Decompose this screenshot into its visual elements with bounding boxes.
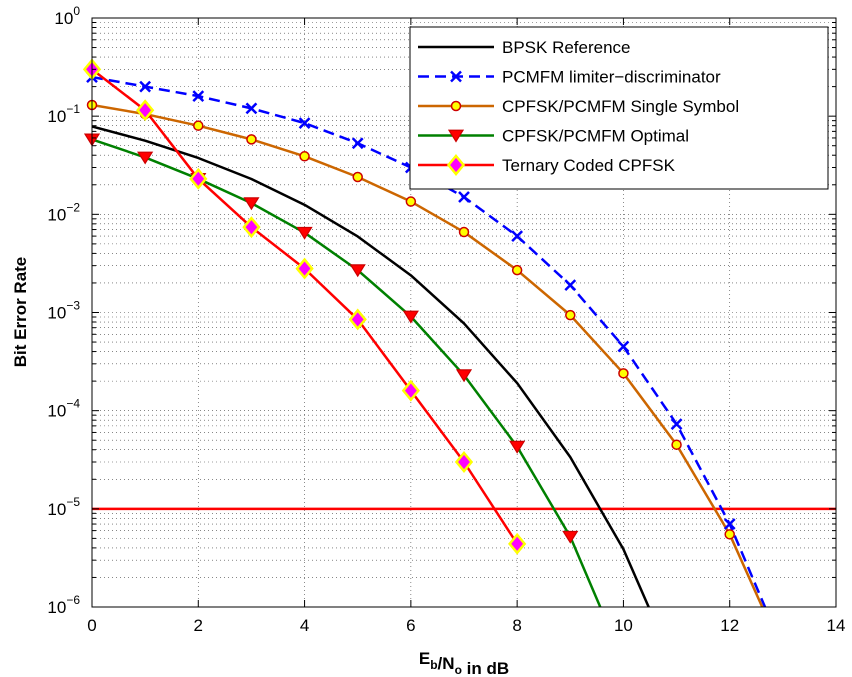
x-tick-label: 10 — [614, 616, 633, 635]
marker-diamond — [189, 167, 208, 190]
x-tick-label: 12 — [720, 616, 739, 635]
marker-circle — [193, 120, 204, 131]
marker-circle — [352, 171, 363, 183]
y-axis-title: Bit Error Rate — [11, 257, 30, 368]
marker-diamond — [454, 451, 474, 473]
marker-triangle-down — [509, 440, 526, 454]
x-tick-label: 0 — [87, 616, 96, 635]
marker-circle — [724, 529, 735, 540]
series-line-2 — [92, 103, 764, 607]
y-tick-label: 10−1 — [47, 102, 80, 126]
y-tick-label: 10−5 — [47, 495, 80, 519]
marker-triangle-down — [243, 197, 260, 211]
series-line-0 — [92, 125, 651, 607]
marker-circle — [458, 226, 470, 238]
marker-circle — [671, 439, 682, 450]
marker-x — [458, 191, 470, 203]
marker-circle — [450, 100, 462, 112]
x-tick-label: 14 — [827, 616, 846, 635]
y-tick-label: 10−2 — [47, 200, 80, 224]
legend-label-4: Ternary Coded CPFSK — [502, 156, 676, 175]
marker-circle — [618, 368, 629, 379]
legend-box — [409, 26, 829, 190]
marker-x — [511, 230, 524, 242]
marker-circle — [299, 151, 310, 162]
x-tick-label: 8 — [512, 616, 521, 635]
marker-x — [564, 279, 577, 292]
marker-diamond — [348, 308, 367, 331]
x-tick-label: 6 — [406, 616, 415, 635]
marker-circle — [246, 134, 257, 145]
legend-label-0: BPSK Reference — [502, 38, 631, 57]
marker-diamond — [136, 99, 155, 122]
marker-triangle-down — [402, 310, 419, 324]
legend-label-1: PCMFM limiter−discriminator — [502, 68, 721, 87]
y-tick-label: 100 — [54, 4, 80, 28]
marker-triangle-down — [296, 226, 313, 240]
y-tick-label: 10−3 — [47, 299, 80, 323]
marker-diamond — [242, 216, 261, 239]
y-tick-label: 10−6 — [47, 593, 80, 617]
marker-circle — [405, 196, 417, 207]
marker-circle — [511, 264, 523, 276]
marker-x — [723, 518, 736, 530]
x-axis-title: Eb/No in dB — [419, 649, 509, 677]
marker-x — [617, 340, 630, 353]
marker-triangle-down — [137, 151, 154, 165]
x-tick-labels: 0 2 4 6 8 10 12 14 — [87, 616, 845, 635]
marker-x — [139, 80, 152, 93]
x-tick-label: 4 — [300, 616, 309, 635]
marker-diamond — [446, 154, 466, 176]
marker-triangle-down — [349, 264, 366, 278]
legend: BPSK Reference PCMFM limiter−discriminato… — [409, 26, 829, 190]
marker-diamond — [401, 379, 420, 402]
marker-triangle-down — [455, 369, 473, 383]
marker-diamond — [508, 532, 527, 555]
marker-x — [670, 418, 683, 430]
marker-x — [245, 102, 258, 115]
marker-x — [298, 117, 311, 129]
marker-x — [351, 137, 364, 150]
marker-diamond — [295, 257, 314, 280]
marker-circle — [565, 309, 576, 321]
marker-triangle-down — [562, 530, 579, 544]
y-tick-label: 10−4 — [47, 397, 80, 421]
marker-x — [450, 70, 462, 83]
x-tick-label: 2 — [194, 616, 203, 635]
axis-ticks — [91, 17, 837, 608]
y-tick-labels: 100 10−1 10−2 10−3 10−4 10−5 10−6 — [47, 4, 80, 617]
legend-label-2: CPFSK/PCMFM Single Symbol — [502, 97, 739, 116]
marker-triangle-down — [447, 129, 465, 143]
marker-x — [192, 90, 205, 103]
legend-label-3: CPFSK/PCMFM Optimal — [502, 127, 689, 146]
